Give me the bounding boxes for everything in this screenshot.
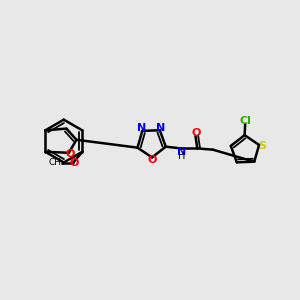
Text: N: N <box>137 123 146 133</box>
Text: CH₃: CH₃ <box>49 158 65 167</box>
Text: Cl: Cl <box>239 116 251 126</box>
Text: O: O <box>191 128 201 138</box>
Text: S: S <box>258 141 266 151</box>
Text: N: N <box>156 123 165 133</box>
Text: N: N <box>177 147 186 157</box>
Text: H: H <box>178 151 185 161</box>
Text: O: O <box>66 149 75 159</box>
Text: O: O <box>147 155 157 165</box>
Text: O: O <box>69 158 79 168</box>
